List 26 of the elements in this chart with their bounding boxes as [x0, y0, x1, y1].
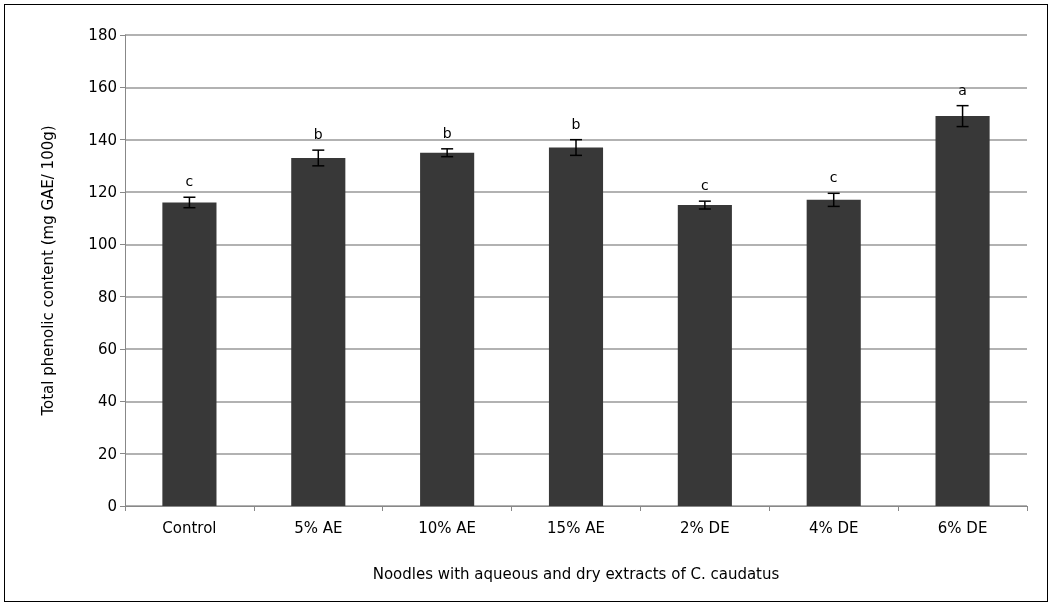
y-tick-label: 0: [107, 497, 117, 515]
x-tick-label: Control: [162, 518, 217, 537]
y-tick-label: 140: [88, 130, 117, 149]
y-axis-title: Total phenolic content (mg GAE/ 100g): [38, 125, 57, 417]
annotation: a: [958, 81, 967, 98]
y-tick-label: 120: [88, 183, 117, 201]
annotation: b: [571, 115, 581, 132]
x-tick-label: 15% AE: [547, 518, 605, 537]
annotation: c: [185, 173, 194, 190]
annotation: b: [313, 126, 323, 143]
x-tick-label: 2% DE: [680, 518, 730, 537]
x-tick-label: 5% AE: [294, 518, 343, 537]
annotation: b: [442, 124, 452, 141]
y-tick-label: 40: [97, 392, 117, 411]
y-tick-label: 80: [97, 287, 117, 306]
y-tick-label: 100: [88, 235, 117, 254]
x-tick-label: 4% DE: [808, 518, 859, 537]
x-tick-label: 6% DE: [937, 518, 988, 537]
y-tick-label: 20: [97, 444, 117, 463]
annotation: c: [829, 169, 838, 186]
y-tick-label: 160: [88, 78, 117, 97]
x-axis-title: Noodles with aqueous and dry extracts of C. caudatus: [372, 564, 780, 583]
y-tick-label: 60: [97, 340, 117, 358]
x-tick-label: 10% AE: [418, 518, 477, 537]
annotation: c: [701, 177, 709, 194]
y-tick-label: 180: [88, 26, 117, 44]
